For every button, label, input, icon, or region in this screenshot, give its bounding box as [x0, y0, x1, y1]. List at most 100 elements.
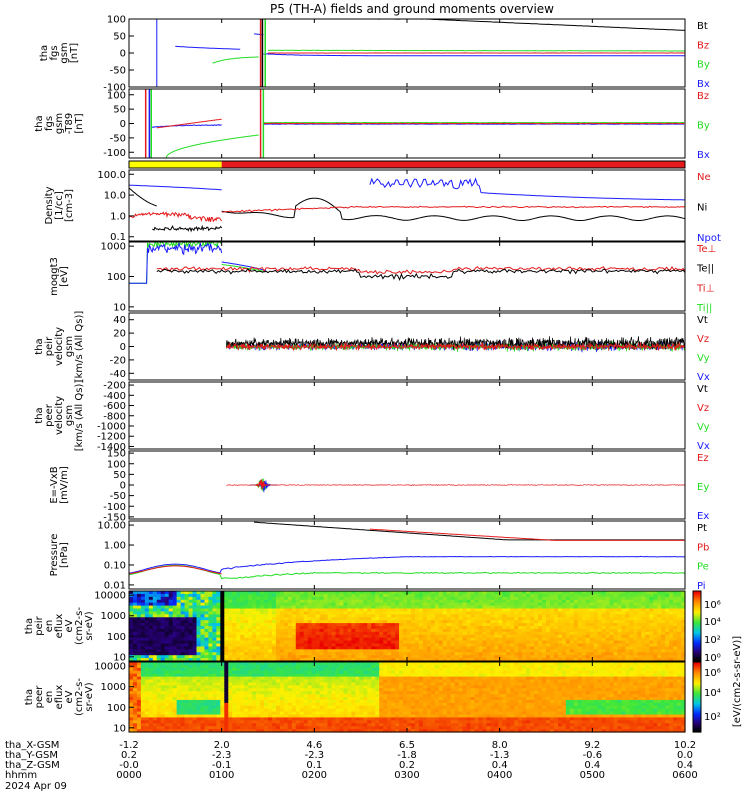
- peer_spec-cell: [335, 699, 341, 704]
- peir_spec-cell: [136, 640, 142, 645]
- peir_spec-cell: [371, 602, 376, 607]
- peer_spec-cell: [311, 682, 317, 686]
- peir_spec-cell: [379, 646, 384, 650]
- peir_spec-cell: [244, 614, 249, 618]
- peir_spec-cell: [466, 634, 472, 639]
- peer_spec-cell: [208, 708, 213, 713]
- peer_spec-cell: [391, 685, 396, 689]
- peir_spec-cell: [379, 591, 384, 595]
- peir_spec-cell: [303, 652, 309, 656]
- peir_spec-cell: [224, 652, 229, 656]
- peir_spec-cell: [339, 602, 345, 607]
- peir_spec-cell: [653, 593, 658, 598]
- peir_spec-cell: [506, 602, 511, 607]
- peir_spec-cell: [307, 623, 313, 627]
- peir_spec-cell: [188, 602, 194, 607]
- peer_spec-cell: [339, 711, 345, 716]
- peir_spec-cell: [597, 628, 603, 633]
- peer_spec-cell: [395, 662, 400, 666]
- peir_spec-cell: [347, 631, 352, 636]
- peir_spec-cell: [172, 623, 178, 627]
- peir_spec-cell: [669, 658, 674, 662]
- peir_spec-cell: [629, 599, 634, 604]
- peer_spec-cell: [355, 708, 360, 713]
- peir_spec-cell: [319, 593, 325, 598]
- peer_spec-cell: [375, 662, 380, 666]
- peir_spec-cell: [621, 620, 627, 624]
- peir_spec-cell: [601, 617, 607, 621]
- peir_spec-cell: [327, 614, 333, 618]
- peir_spec-cell: [597, 646, 603, 650]
- peir_spec-cell: [458, 593, 464, 598]
- peer_spec-cell: [180, 667, 186, 672]
- peir_spec-cell: [681, 591, 686, 595]
- peir_spec-cell: [279, 655, 285, 659]
- peir_spec-cell: [260, 626, 265, 630]
- peir_spec-cell: [248, 614, 253, 618]
- peer_spec-cell: [347, 702, 352, 707]
- peer_spec-cell: [260, 723, 265, 727]
- peir_spec-cell: [601, 620, 607, 624]
- peir_spec-cell: [498, 620, 503, 624]
- peer_spec-cell: [275, 699, 281, 704]
- peir_spec-cell: [569, 655, 575, 659]
- peir_spec-cell: [418, 596, 424, 601]
- peir_spec-cell: [581, 658, 587, 662]
- peer_spec-cell: [339, 691, 345, 695]
- peir_spec-cell: [140, 620, 146, 624]
- peir_spec-cell: [144, 626, 150, 630]
- peer_spec-cell: [164, 702, 170, 707]
- peir_spec-cell: [442, 611, 448, 615]
- peir_spec-cell: [653, 611, 658, 615]
- peir_spec-cell: [275, 596, 281, 601]
- peir_spec-cell: [549, 614, 555, 618]
- peir_spec-cell: [430, 658, 436, 662]
- peer_spec-cell: [248, 670, 253, 675]
- peer_spec-cell: [228, 717, 233, 721]
- peir_spec-cell: [629, 652, 634, 656]
- peir_spec-cell: [363, 646, 368, 650]
- peir_spec-cell: [327, 658, 333, 662]
- peir_spec-cell: [228, 637, 233, 642]
- peir_spec-cell: [641, 658, 646, 662]
- peer_spec-cell: [232, 673, 237, 678]
- peir_spec-cell: [323, 631, 329, 636]
- peir_spec-cell: [399, 591, 404, 595]
- peir_spec-cell: [339, 591, 345, 595]
- peir_spec-cell: [482, 620, 488, 624]
- peer_spec-cell: [363, 679, 368, 684]
- peer_spec-cell: [252, 673, 257, 678]
- peir_spec-cell: [593, 596, 599, 601]
- peir_spec-cell: [244, 634, 249, 639]
- peer_spec-cell: [152, 711, 158, 716]
- peir_spec-cell: [216, 614, 221, 618]
- peir_spec-cell: [546, 631, 551, 636]
- peir_spec-cell: [438, 611, 444, 615]
- peir_spec-cell: [601, 593, 607, 598]
- peir_spec-cell: [152, 591, 158, 595]
- peir_spec-cell: [538, 640, 543, 645]
- peer_spec-cell: [319, 691, 325, 695]
- peir_spec-cell: [593, 640, 599, 645]
- peer_spec-cell: [295, 662, 301, 666]
- peir_spec-cell: [148, 620, 154, 624]
- peir_spec-cell: [621, 626, 627, 630]
- peir_spec-cell: [264, 596, 269, 601]
- peir_spec-cell: [327, 608, 333, 613]
- peir_spec-cell: [216, 599, 221, 604]
- peer_spec-cell: [271, 708, 277, 713]
- peer_spec-cell: [339, 729, 345, 733]
- peer_spec-cell: [136, 717, 142, 721]
- peir_spec-cell: [351, 620, 356, 624]
- peir_spec-cell: [482, 649, 488, 653]
- peer_spec-cell: [295, 708, 301, 713]
- peir_spec-cell: [426, 652, 432, 656]
- peir_spec-cell: [430, 605, 436, 610]
- peer_spec-cell: [232, 699, 237, 704]
- peir_spec-cell: [279, 634, 285, 639]
- peir_spec-cell: [549, 652, 555, 656]
- peer_spec-cell: [283, 726, 289, 730]
- peir_spec-cell: [307, 643, 313, 648]
- peir_spec-cell: [526, 599, 531, 604]
- peir_spec-cell: [359, 655, 364, 659]
